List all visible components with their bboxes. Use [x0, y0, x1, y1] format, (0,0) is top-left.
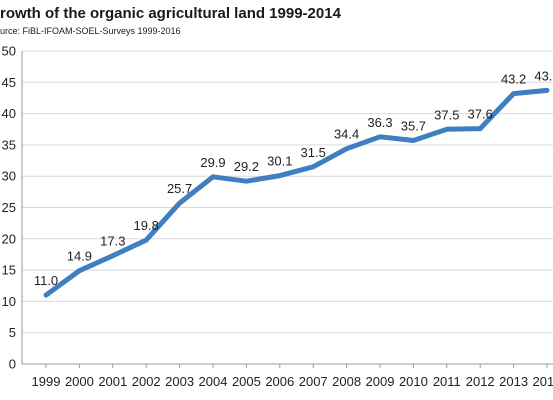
x-axis: 1999 2000 2001 2002 2003 2004 2005 2006 2007 2008…	[32, 364, 553, 389]
x-tick-label: 2013	[499, 374, 528, 389]
data-label: 30.1	[267, 154, 292, 169]
chart-source: urce: FiBL-IFOAM-SOEL-Surveys 1999-2016	[0, 26, 181, 36]
y-tick-label: 50	[2, 44, 16, 59]
chart-title: rowth of the organic agricultural land 1…	[0, 5, 341, 22]
data-label: 29.9	[200, 155, 225, 170]
x-tick-label: 2001	[98, 374, 127, 389]
y-tick-label: 5	[9, 325, 16, 340]
y-axis: 0 5 10 15 20 25 30 35 40 45 50	[2, 44, 23, 372]
x-tick-label: 2014	[533, 374, 553, 389]
data-label: 37.5	[434, 107, 459, 122]
data-label: 11.0	[34, 273, 58, 288]
y-tick-label: 20	[2, 231, 16, 246]
x-tick-label: 2009	[366, 374, 395, 389]
x-tick-label: 2007	[299, 374, 328, 389]
x-tick-label: 2004	[199, 374, 228, 389]
data-label: 29.2	[234, 159, 259, 174]
x-tick-label: 1999	[32, 374, 61, 389]
data-label: 43.2	[501, 72, 526, 87]
data-label: 31.5	[301, 145, 326, 160]
data-label: 17.3	[100, 234, 125, 249]
data-label: 25.7	[167, 181, 192, 196]
y-tick-label: 45	[2, 75, 16, 90]
series-line	[43, 87, 550, 298]
x-tick-label: 2002	[132, 374, 161, 389]
y-tick-label: 30	[2, 169, 16, 184]
x-tick-label: 2005	[232, 374, 261, 389]
x-tick-label: 2012	[466, 374, 495, 389]
data-label: 37.6	[468, 107, 493, 122]
data-labels: 11.0 14.9 17.3 19.8 25.7 29.9 29.2 30.1 31.5 34.4…	[34, 68, 553, 288]
y-tick-label: 25	[2, 200, 16, 215]
data-label: 14.9	[67, 249, 92, 264]
y-tick-label: 15	[2, 263, 16, 278]
x-tick-label: 2008	[332, 374, 361, 389]
y-tick-label: 35	[2, 137, 16, 152]
x-tick-label: 2011	[433, 374, 461, 389]
data-label: 36.3	[367, 115, 392, 130]
y-tick-label: 40	[2, 106, 16, 121]
x-tick-label: 2010	[399, 374, 428, 389]
data-label: 35.7	[401, 119, 426, 134]
data-label: 43.7	[534, 68, 553, 83]
x-tick-label: 2003	[165, 374, 194, 389]
x-tick-label: 2000	[65, 374, 94, 389]
y-tick-label: 0	[9, 357, 16, 372]
x-tick-label: 2006	[265, 374, 294, 389]
data-label: 19.8	[134, 218, 159, 233]
data-label: 34.4	[334, 127, 359, 142]
gridlines	[22, 50, 553, 365]
y-tick-label: 10	[2, 294, 16, 309]
